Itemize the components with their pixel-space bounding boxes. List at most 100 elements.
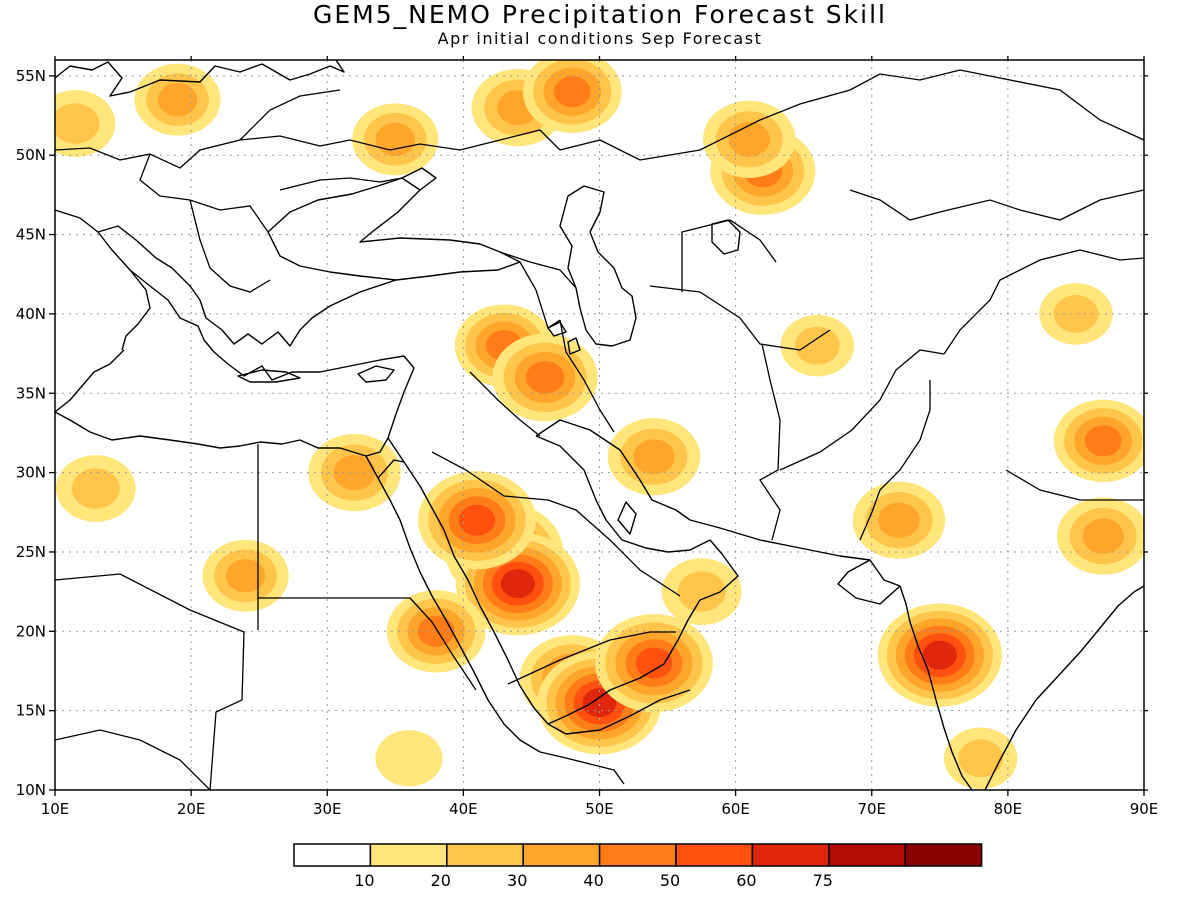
coastline-caspian	[559, 185, 637, 347]
border-pakistan-india	[859, 380, 931, 541]
border-iran-iraq-north	[519, 261, 561, 330]
chart-title: GEM5_NEMO Precipitation Forecast Skill	[313, 0, 887, 29]
border-china-west	[943, 249, 1144, 355]
coastlines-and-borders	[55, 60, 1144, 790]
skill-region	[375, 730, 443, 787]
border-caucasus	[499, 251, 577, 289]
skill-region	[1056, 497, 1144, 575]
coastline-india-west	[899, 585, 973, 790]
colorbar-boxes	[293, 843, 983, 867]
skill-contour	[225, 559, 266, 593]
coastline-arabian-sea-north	[689, 519, 901, 587]
border-india-nepal	[1005, 469, 1144, 501]
skill-contour	[333, 455, 376, 491]
skill-region	[55, 455, 136, 522]
border-ukraine	[279, 177, 403, 191]
y-tick-label: 35N	[16, 384, 46, 402]
border-kazakh-uzbek	[681, 219, 777, 292]
colorbar-swatch	[675, 843, 754, 867]
skill-contour	[878, 502, 920, 538]
skill-contour	[375, 730, 443, 787]
colorbar-swatch	[293, 843, 372, 867]
skill-contour	[794, 326, 840, 365]
x-tick-label: 80E	[994, 800, 1023, 818]
skill-contour	[1053, 295, 1099, 333]
lake-van	[547, 321, 567, 337]
skill-contour	[728, 121, 770, 157]
coastline-adriatic	[97, 225, 201, 301]
skill-region	[703, 100, 796, 178]
colorbar-label: 40	[583, 871, 603, 890]
y-tick-label: 15N	[16, 702, 46, 720]
x-tick-label: 50E	[585, 800, 614, 818]
skill-region	[1039, 283, 1113, 345]
skill-region	[877, 603, 1002, 707]
skill-region	[607, 418, 701, 496]
colorbar-labels: 10 20 30 40 50 60 75	[354, 871, 833, 890]
skill-field	[55, 60, 1144, 790]
skill-region	[522, 60, 622, 133]
coastline-levant	[55, 367, 415, 457]
skill-region	[780, 314, 855, 377]
y-tick-label: 20N	[16, 622, 46, 640]
border-iran-east	[759, 343, 781, 541]
border-libya-chad	[55, 573, 245, 633]
x-tick-label: 70E	[857, 800, 886, 818]
skill-region	[55, 90, 116, 157]
y-tick-label: 45N	[16, 226, 46, 244]
y-tick-label: 40N	[16, 305, 46, 323]
skill-contour	[635, 647, 673, 679]
colorbar-swatch	[369, 843, 448, 867]
border-europe-1	[55, 135, 321, 169]
chart-subtitle: Apr initial conditions Sep Forecast	[437, 29, 763, 48]
border-china-north	[849, 189, 1144, 221]
coastline-india-east	[984, 585, 1144, 790]
skill-contour	[55, 103, 100, 144]
skill-contour	[1084, 425, 1122, 457]
border-europe-3	[189, 199, 271, 293]
skill-region	[595, 614, 713, 713]
coastline-sinai	[377, 459, 405, 479]
skill-contour	[1082, 518, 1124, 554]
border-iran-west	[559, 319, 615, 433]
border-yemen	[507, 631, 676, 685]
skill-contour	[375, 122, 416, 157]
map-axes: 10E 20E 30E 40E 50E 60E 70E 80E 90E 10N 15N 20N 25N 3…	[16, 56, 1159, 818]
y-tick-label: 10N	[16, 781, 46, 799]
border-afghanistan	[779, 349, 945, 471]
skill-contour	[157, 83, 198, 117]
colorbar: 10 20 30 40 50 60 75	[293, 843, 983, 890]
y-tick-label: 30N	[16, 464, 46, 482]
skill-region	[492, 333, 598, 422]
skill-region	[352, 103, 439, 176]
x-tick-label: 10E	[41, 800, 70, 818]
skill-contour	[71, 468, 120, 509]
border-europe-5	[239, 89, 341, 141]
colorbar-swatch	[751, 843, 830, 867]
skill-region	[386, 590, 486, 673]
skill-contour	[500, 569, 535, 599]
y-tick-label: 25N	[16, 543, 46, 561]
coastline-gulf-of-aden	[539, 689, 691, 785]
skill-contour	[582, 688, 617, 718]
coastline-gujarat	[837, 559, 901, 605]
border-chad-sudan	[209, 631, 245, 790]
skill-contour	[553, 76, 591, 108]
skill-region	[1053, 399, 1144, 483]
x-tick-label: 90E	[1130, 800, 1159, 818]
colorbar-label: 75	[813, 871, 833, 890]
skill-region	[661, 558, 742, 625]
island-cyprus	[357, 365, 395, 383]
political-borders	[55, 69, 1144, 790]
colorbar-swatch	[446, 843, 524, 867]
border-iraq	[469, 371, 541, 437]
colorbar-label: 30	[507, 871, 527, 890]
y-tick-label: 55N	[16, 67, 46, 85]
lake-urmia	[567, 337, 581, 355]
x-tick-label: 60E	[721, 800, 750, 818]
skill-region	[418, 471, 536, 570]
skill-contour	[633, 439, 675, 475]
colorbar-label: 60	[736, 871, 756, 890]
skill-region	[852, 481, 946, 559]
